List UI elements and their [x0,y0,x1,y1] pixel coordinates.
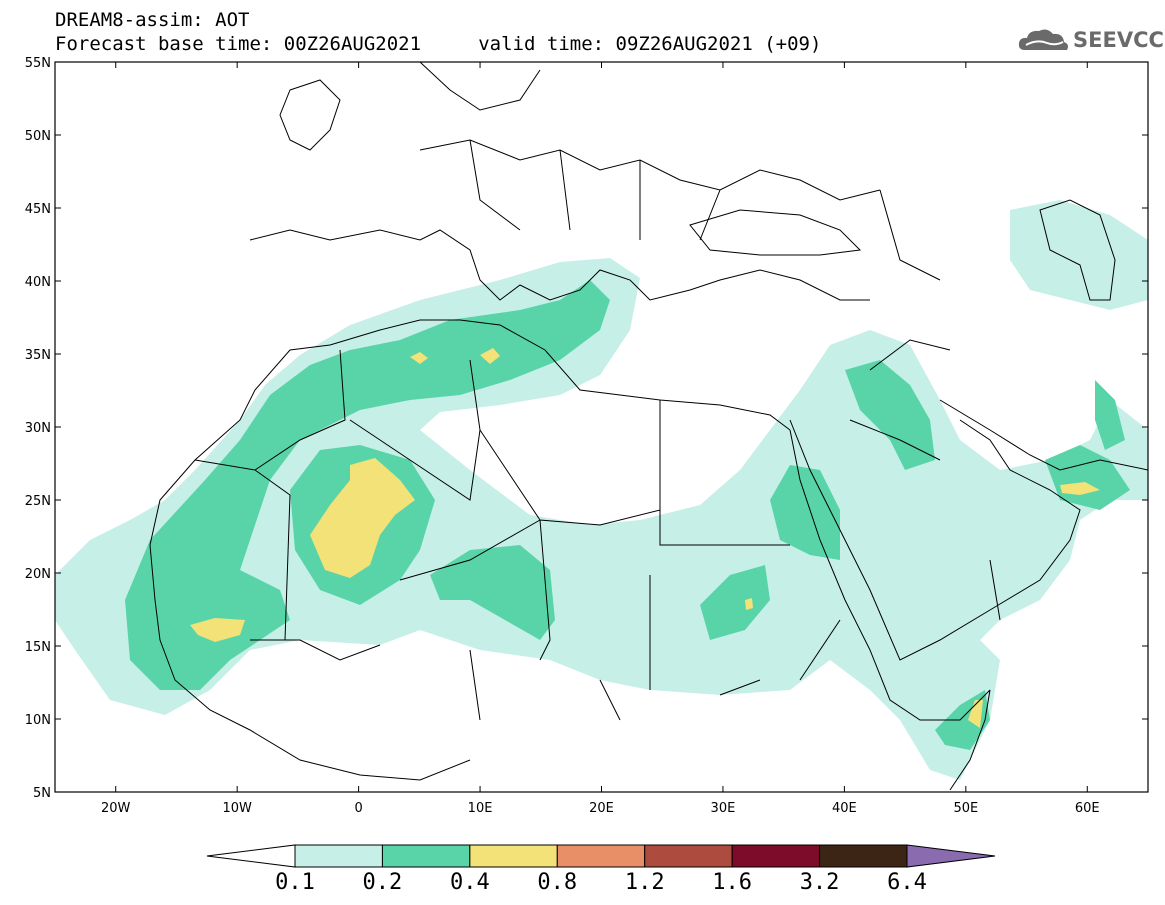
aot-band-0.4-0.8-libya [480,348,500,364]
lat-label: 45N [25,202,51,217]
colorbar-label: 0.4 [449,870,490,895]
lon-label: 30E [711,801,736,816]
aot-band-0.4-0.8-mauritania [190,618,245,642]
country-borders [194,339,1001,721]
lat-label: 30N [25,421,51,436]
colorbar-under-triangle [206,844,296,868]
lon-label: 20W [101,801,131,816]
red-sea-coast-west [789,429,991,721]
aot-band-0.4-0.8-tunisia [410,352,428,364]
black-sea-coast [689,209,862,256]
colorbar-label: 6.4 [887,870,927,895]
aot-band-caspian [1010,200,1148,310]
aot-colorbar [206,844,996,868]
lat-label: 35N [25,348,51,363]
central-europe-borders [419,139,941,281]
lat-label: 50N [25,129,51,144]
aot-band-0.2-0.4-chad [700,565,770,640]
colorbar-swatch [294,844,383,868]
colorbar-swatch [381,844,471,868]
colorbar-label: 1.6 [712,870,753,895]
colorbar-swatch [819,844,908,868]
logo-text: SEEVCCC [1073,28,1165,52]
forecast-time-line: Forecast base time: 00Z26AUG2021 valid t… [55,33,822,55]
north-africa-coast [149,319,791,546]
colorbar-label: 1.2 [624,870,665,895]
latitude-axis: 55N 50N 45N 40N 35N 30N 25N 20N 15N 10N 5N [25,56,1148,801]
lat-label: 20N [25,567,51,582]
lon-label: 60E [1075,801,1100,816]
colorbar-label: 0.8 [537,870,578,895]
arabia-coast [789,419,1081,661]
longitude-axis: 20W 10W 0 10E 20E 30E 40E 50E 60E [101,62,1100,816]
persian-gulf-coast [939,399,1148,471]
lon-label: 10E [468,801,493,816]
aot-band-0.4-0.8-chad [745,598,753,610]
map-title: DREAM8-assim: AOT [55,9,250,31]
caspian-coast [1039,199,1116,301]
west-africa-coast [149,544,471,781]
colorbar-label: 0.1 [275,870,315,895]
aot-band-0.4-0.8-gulf [1060,482,1100,495]
uk-coast [279,79,341,151]
lon-label: 50E [953,801,978,816]
lon-label: 20E [589,801,614,816]
aot-band-0.2-0.4-iraq [845,360,935,470]
lat-label: 15N [25,640,51,655]
lat-label: 25N [25,494,51,509]
colorbar-label: 0.2 [362,870,403,895]
lon-label: 40E [832,801,857,816]
aot-band-0.2-0.4-west [125,280,610,690]
aot-band-0.4-0.8-somalia [968,700,983,728]
lat-label: 10N [25,713,51,728]
colorbar-over-triangle [906,844,996,868]
lon-label: 0 [354,801,362,816]
aot-contours [55,200,1148,780]
colorbar-swatch [469,844,558,868]
colorbar-label: 3.2 [799,870,840,895]
lat-label: 5N [33,786,51,801]
scandinavia-coast [419,62,541,111]
lat-label: 40N [25,275,51,290]
cloud-icon [1018,29,1068,50]
seevccc-logo: SEEVCCC [1017,24,1165,56]
aot-band-0.2-0.4-iran [1095,380,1125,450]
aot-band-0.2-0.4-sahel [430,545,555,640]
europe-coast [249,229,870,301]
aot-band-0.2-0.4-gulf [1045,445,1130,510]
colorbar-swatch [556,844,646,868]
colorbar-swatch [731,844,821,868]
somalia-coast [949,689,991,791]
colorbar-swatch [644,844,733,868]
aot-band-0.4-0.8-algeria [310,458,415,578]
lon-label: 10W [222,801,252,816]
lat-label: 55N [25,56,51,71]
aot-band-0.2-0.4-redsea [770,465,840,560]
coastlines [149,62,1148,791]
